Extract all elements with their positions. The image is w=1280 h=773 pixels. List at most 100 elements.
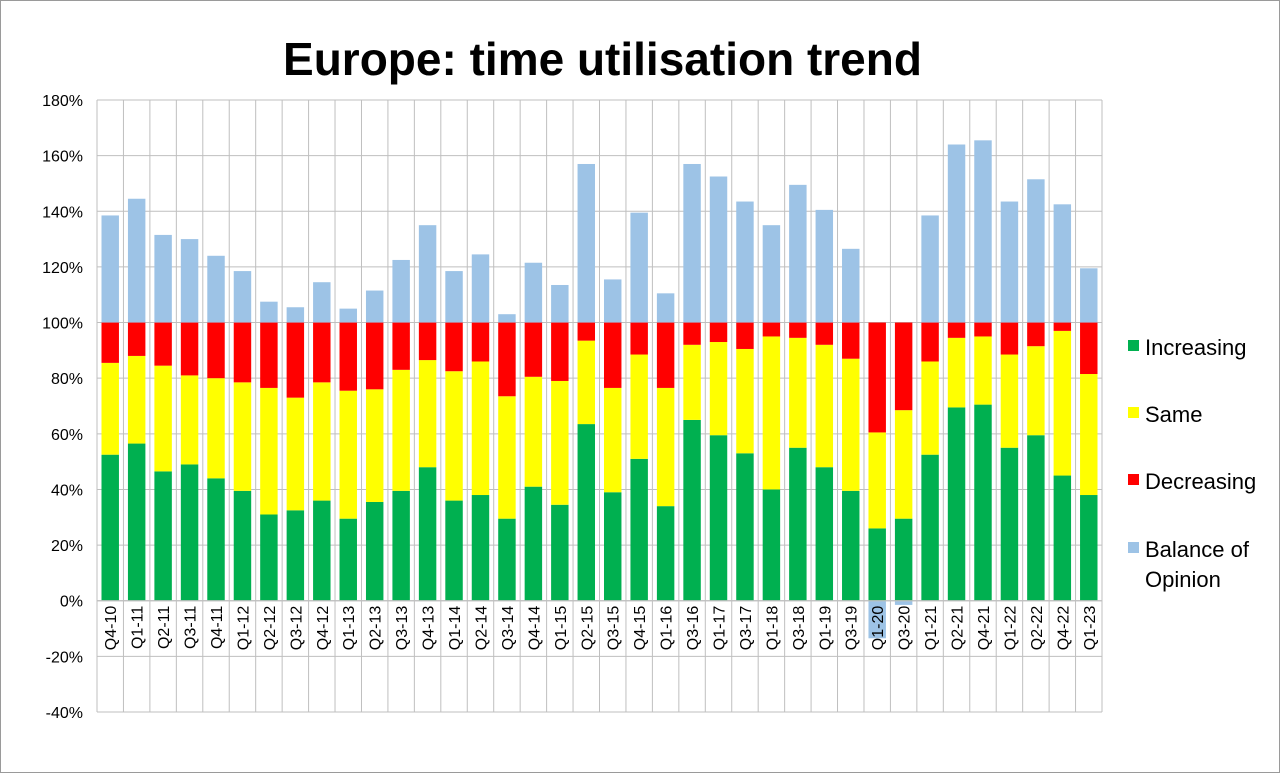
legend-swatch-same xyxy=(1128,407,1139,418)
y-tick-label: 80% xyxy=(51,371,83,388)
bar-decreasing xyxy=(180,322,199,376)
bar-decreasing xyxy=(762,322,781,337)
legend-label-same: Same xyxy=(1145,402,1203,427)
bar-decreasing xyxy=(603,322,622,388)
bar-balance-of-opinion xyxy=(1053,204,1072,323)
bar-balance-of-opinion xyxy=(260,301,278,323)
bar-increasing xyxy=(656,506,675,601)
bar-increasing xyxy=(154,471,172,601)
bar-balance-of-opinion xyxy=(894,600,913,605)
bar-decreasing xyxy=(551,322,569,381)
bar-same xyxy=(974,336,992,405)
x-tick-label: Q4-12 xyxy=(315,606,332,651)
bar-same xyxy=(101,362,119,455)
bar-same xyxy=(842,358,860,491)
bar-same xyxy=(921,361,939,455)
x-tick-label: Q2-15 xyxy=(579,606,596,651)
bar-increasing xyxy=(842,490,860,601)
x-tick-label: Q3-16 xyxy=(685,606,702,651)
bar-balance-of-opinion xyxy=(524,262,543,323)
bar-same xyxy=(603,387,622,493)
bar-decreasing xyxy=(445,322,463,372)
bar-same xyxy=(709,342,728,436)
bar-same xyxy=(524,376,543,487)
bar-balance-of-opinion xyxy=(762,225,781,323)
bar-increasing xyxy=(207,478,225,601)
bar-increasing xyxy=(630,458,648,601)
bar-same xyxy=(815,344,834,468)
bar-decreasing xyxy=(1053,322,1072,331)
x-tick-label: Q3-12 xyxy=(288,606,305,651)
bar-same xyxy=(789,337,807,448)
bar-increasing xyxy=(947,407,966,601)
bar-increasing xyxy=(392,490,410,601)
x-tick-label: Q3-14 xyxy=(500,606,517,651)
bar-increasing xyxy=(365,501,384,601)
bar-decreasing xyxy=(365,322,384,390)
chart-title: Europe: time utilisation trend xyxy=(283,33,922,85)
bar-increasing xyxy=(524,486,543,601)
bar-increasing xyxy=(709,435,728,601)
y-tick-label: -40% xyxy=(46,705,83,722)
x-tick-label: Q1-15 xyxy=(553,606,570,651)
y-tick-label: 100% xyxy=(42,316,83,333)
bar-increasing xyxy=(683,419,701,601)
x-tick-label: Q1-13 xyxy=(341,606,358,651)
bar-same xyxy=(1080,374,1098,496)
y-tick-label: 20% xyxy=(51,538,83,555)
bar-decreasing xyxy=(842,322,860,359)
bar-same xyxy=(233,382,252,491)
bar-balance-of-opinion xyxy=(233,271,252,323)
bar-decreasing xyxy=(736,322,754,349)
bar-increasing xyxy=(577,424,596,601)
bar-increasing xyxy=(233,490,252,601)
bar-balance-of-opinion xyxy=(498,314,516,323)
bar-balance-of-opinion xyxy=(180,239,199,323)
bar-same xyxy=(445,371,463,501)
bar-same xyxy=(1027,346,1045,436)
bar-same xyxy=(286,397,305,511)
x-tick-label: Q1-23 xyxy=(1082,606,1099,651)
bar-decreasing xyxy=(418,322,437,361)
bar-increasing xyxy=(789,447,807,601)
legend-swatch-decreasing xyxy=(1128,474,1139,485)
bar-increasing xyxy=(921,454,939,601)
y-tick-label: 120% xyxy=(42,260,83,277)
bar-increasing xyxy=(1053,475,1072,601)
bar-balance-of-opinion xyxy=(921,215,939,323)
bar-decreasing xyxy=(286,322,305,398)
bar-balance-of-opinion xyxy=(709,176,728,323)
legend-label-balance-of-opinion: Balance of Opinion xyxy=(1145,537,1249,592)
bar-same xyxy=(1000,354,1019,448)
bar-increasing xyxy=(603,492,622,601)
bar-same xyxy=(339,390,357,519)
bar-decreasing xyxy=(233,322,252,383)
bar-increasing xyxy=(1080,495,1098,601)
bar-increasing xyxy=(418,467,437,601)
bar-same xyxy=(868,432,886,529)
bar-balance-of-opinion xyxy=(842,248,860,323)
bar-same xyxy=(260,387,278,515)
bar-increasing xyxy=(894,518,913,601)
bar-same xyxy=(656,387,675,507)
bar-balance-of-opinion xyxy=(683,163,701,323)
bar-increasing xyxy=(551,504,569,601)
x-tick-label: Q1-22 xyxy=(1002,606,1019,651)
bar-decreasing xyxy=(339,322,357,391)
y-tick-label: 40% xyxy=(51,482,83,499)
bar-same xyxy=(127,355,146,444)
x-tick-label: Q4-11 xyxy=(209,606,226,649)
x-tick-label: Q3-11 xyxy=(183,606,200,649)
x-tick-label: Q4-22 xyxy=(1055,606,1072,651)
legend-item-same: Same xyxy=(1128,400,1202,430)
bar-decreasing xyxy=(868,322,886,433)
legend-swatch-increasing xyxy=(1128,340,1139,351)
x-tick-label: Q3-13 xyxy=(394,606,411,651)
bar-increasing xyxy=(868,528,886,601)
bar-balance-of-opinion xyxy=(789,184,807,323)
bar-balance-of-opinion xyxy=(313,282,331,323)
bar-increasing xyxy=(974,404,992,601)
bar-decreasing xyxy=(498,322,516,397)
x-tick-label: Q3-17 xyxy=(738,606,755,651)
